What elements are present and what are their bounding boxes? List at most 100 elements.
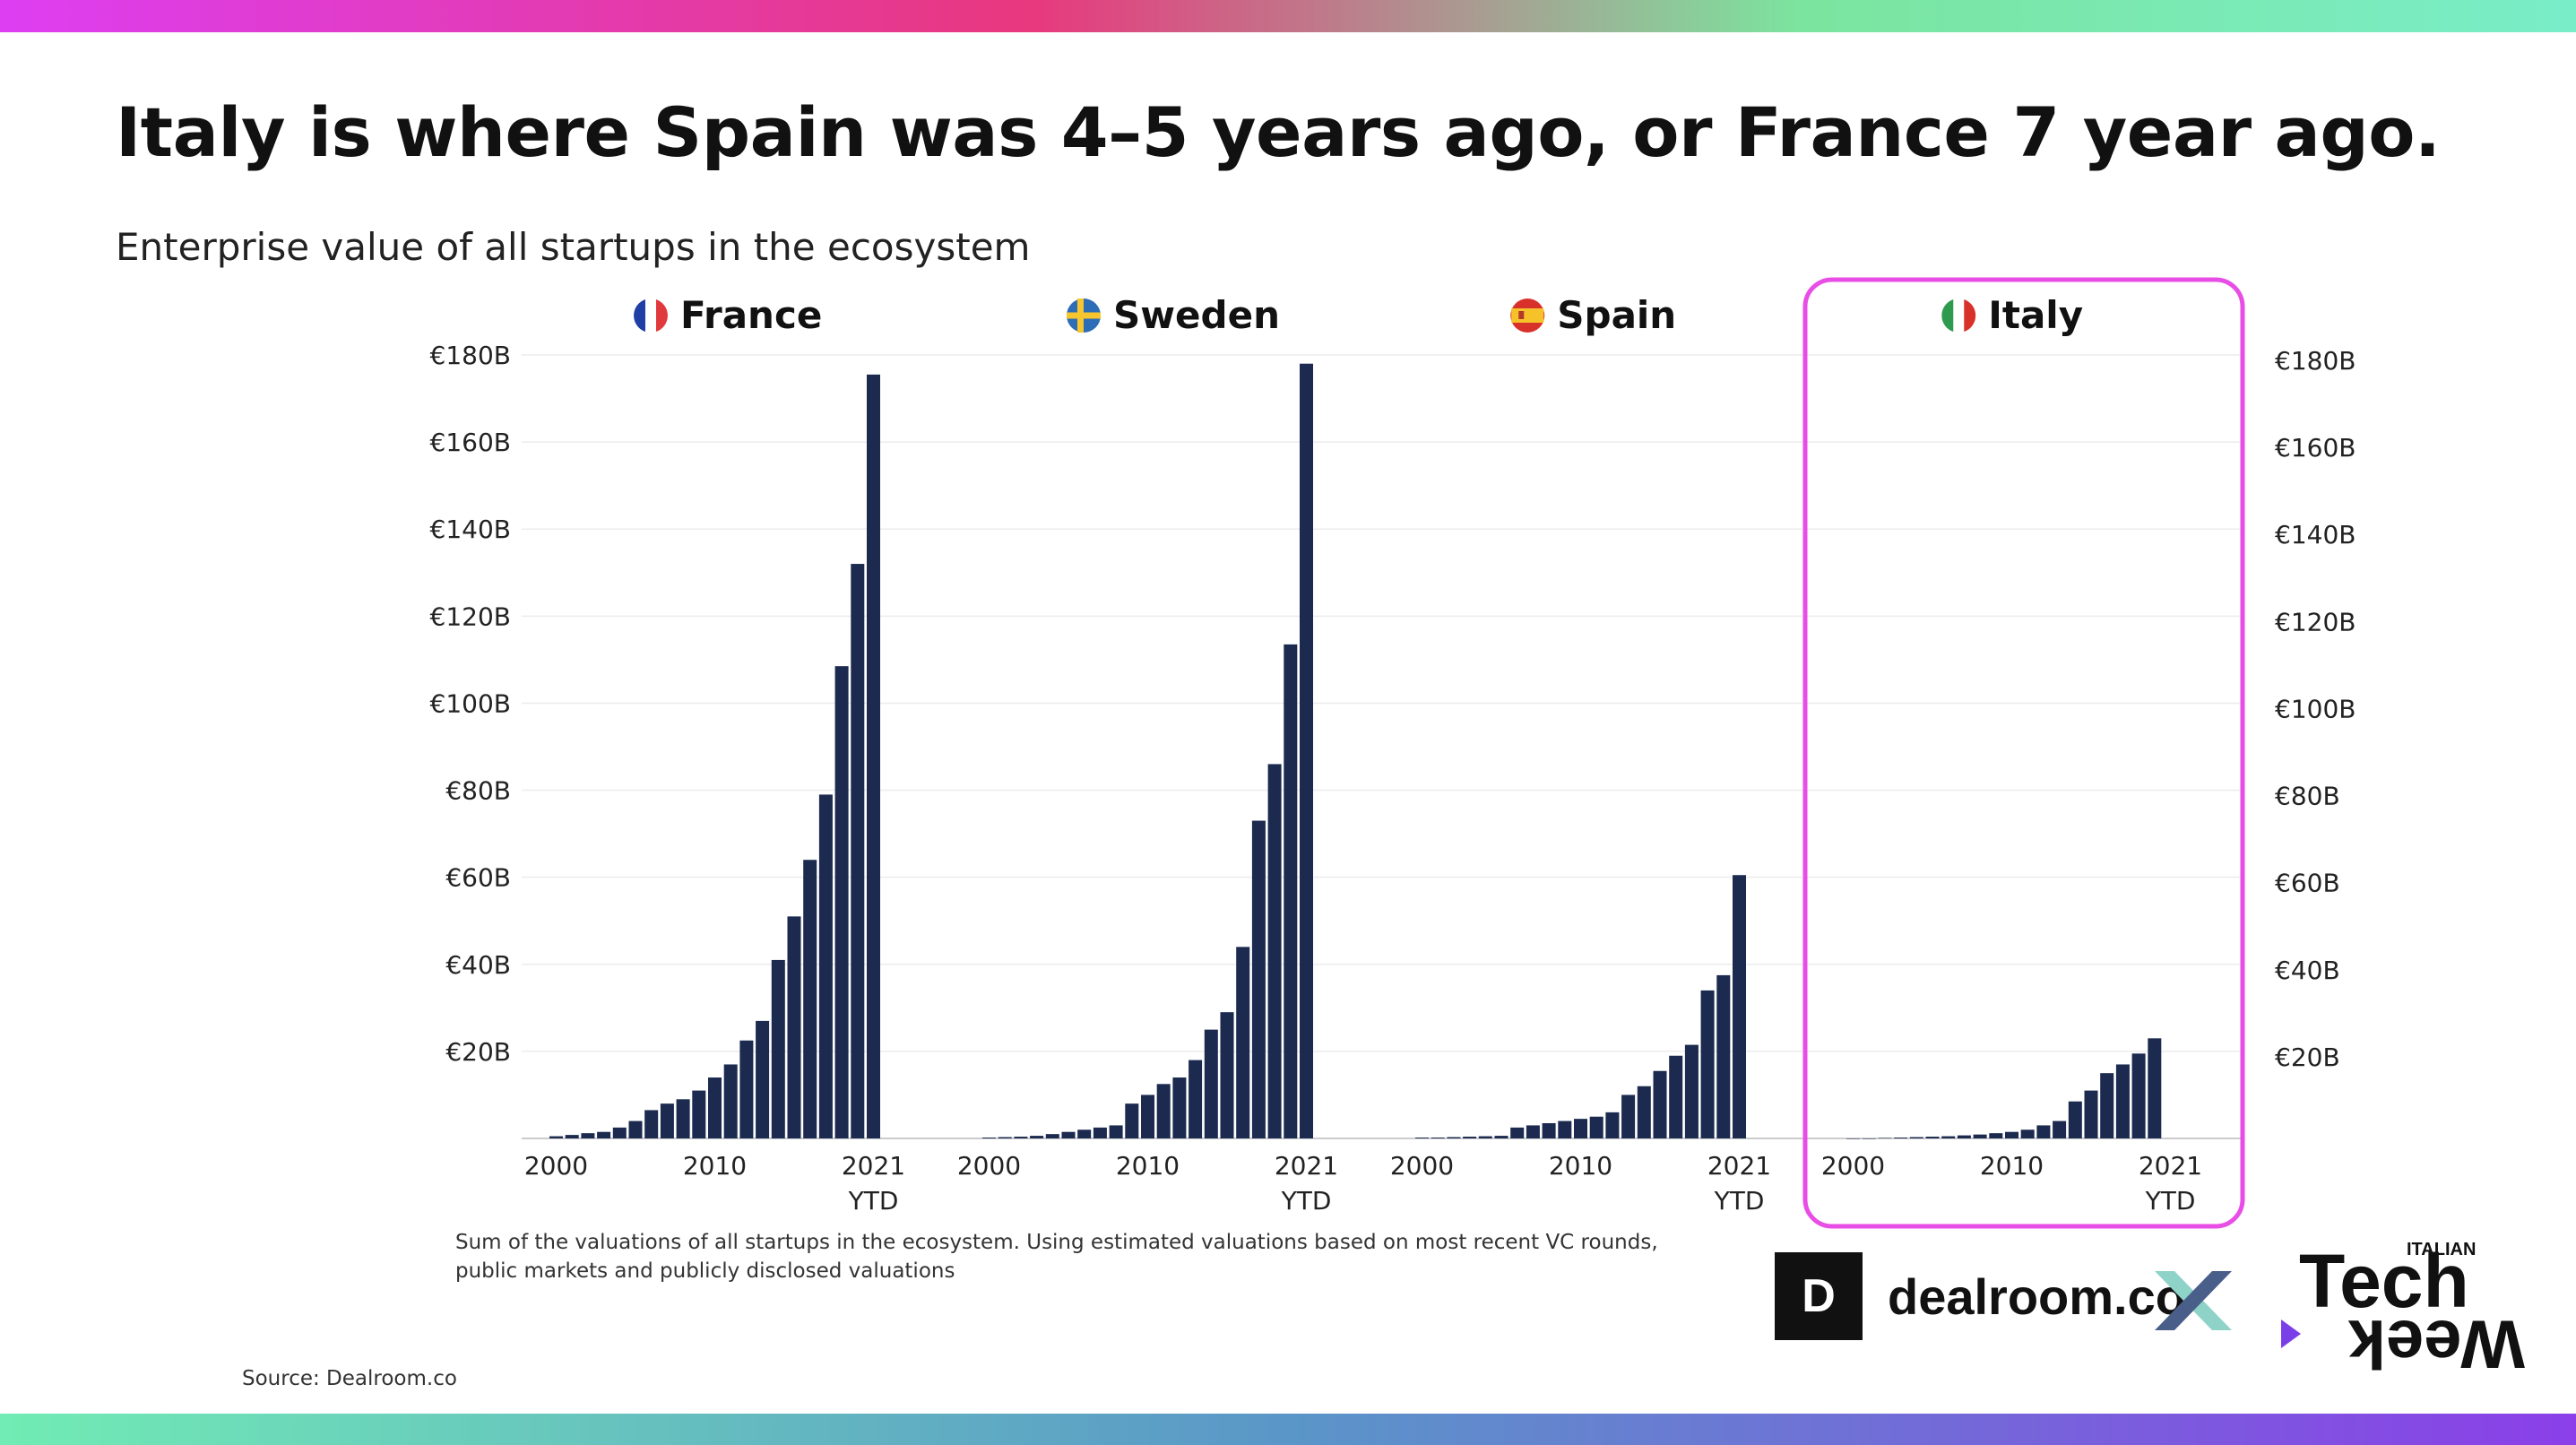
bar-italy-2011	[2020, 1129, 2035, 1138]
bar-spain-2018	[1700, 990, 1715, 1138]
bar-italy-2018	[2131, 1053, 2146, 1138]
itw-week-label: Week	[2347, 1306, 2525, 1371]
bar-france-2016	[803, 860, 817, 1138]
bar-italy-2019	[2148, 1038, 2162, 1138]
itw-accent-icon	[2281, 1320, 2301, 1348]
y-tick-label-right: €100B	[2275, 694, 2356, 723]
bar-spain-2009	[1558, 1121, 1572, 1138]
flag-right-stripe	[656, 299, 668, 332]
itw-tech-label: Tech	[2299, 1239, 2469, 1323]
bar-spain-2007	[1526, 1125, 1540, 1138]
dealroom-wordmark: dealroom.co	[1888, 1268, 2186, 1325]
bar-italy-2008	[1973, 1134, 1987, 1138]
bar-france-2000	[549, 1136, 563, 1138]
bar-france-2001	[565, 1135, 579, 1138]
y-tick-label-right: €120B	[2275, 607, 2356, 636]
x-tick-label: 2021	[842, 1151, 905, 1181]
x-tick-label-ytd: YTD	[1281, 1186, 1332, 1216]
flag-left-stripe	[634, 299, 645, 332]
y-tick-label-left: €100B	[430, 688, 511, 718]
y-tick-label-left: €120B	[430, 601, 511, 631]
bar-sweden-2003	[1030, 1136, 1044, 1138]
bar-sweden-2012	[1172, 1077, 1187, 1138]
bar-france-2015	[787, 916, 801, 1138]
bar-spain-2013	[1621, 1095, 1636, 1138]
bar-spain-2008	[1542, 1123, 1556, 1138]
y-tick-label-right: €40B	[2275, 956, 2340, 985]
bar-spain-2019	[1716, 974, 1731, 1138]
dealroom-logo: D dealroom.co	[1775, 1251, 2186, 1341]
bar-france-2005	[628, 1121, 643, 1138]
bar-italy-2016	[2100, 1073, 2114, 1138]
bar-france-2008	[676, 1099, 690, 1138]
bar-sweden-2020	[1300, 363, 1313, 1138]
bar-france-2006	[644, 1110, 659, 1138]
bar-sweden-2004	[1045, 1134, 1059, 1138]
x-tick-label: 2000	[1821, 1151, 1885, 1181]
x-tick-label-ytd: YTD	[848, 1186, 899, 1216]
y-tick-label-right: €20B	[2275, 1043, 2340, 1072]
bar-spain-2011	[1589, 1116, 1604, 1138]
bar-spain-2014	[1637, 1086, 1651, 1138]
bar-italy-2010	[2005, 1131, 2018, 1138]
y-tick-label-right: €60B	[2275, 869, 2340, 898]
bar-france-2017	[818, 794, 833, 1138]
bar-spain-2012	[1605, 1112, 1620, 1138]
bar-sweden-2018	[1267, 764, 1282, 1138]
page-title: Italy is where Spain was 4–5 years ago, …	[116, 92, 2441, 172]
bar-france-2004	[612, 1127, 627, 1138]
itw-small-label: ITALIAN	[2407, 1240, 2476, 1259]
bar-italy-2013	[2053, 1121, 2067, 1138]
bar-sweden-2014	[1204, 1029, 1218, 1138]
chart-footnote: Sum of the valuations of all startups in…	[455, 1231, 1658, 1283]
bar-france-2019	[851, 564, 865, 1138]
bar-spain-2015	[1653, 1070, 1667, 1138]
bar-sweden-2016	[1236, 947, 1250, 1138]
x-tick-label: 2021	[1707, 1151, 1771, 1181]
panel-title-sweden: Sweden	[1113, 293, 1280, 337]
x-tick-label: 2000	[1390, 1151, 1454, 1181]
italian-tech-week-logo: ITALIAN Tech Week	[2281, 1239, 2525, 1371]
bar-spain-2020	[1733, 875, 1746, 1138]
bar-italy-2015	[2084, 1090, 2098, 1138]
bar-france-2010	[708, 1077, 722, 1138]
x-tick-label: 2010	[1116, 1151, 1180, 1181]
bar-sweden-2019	[1284, 644, 1298, 1138]
chart-subtitle: Enterprise value of all startups in the …	[116, 225, 1031, 269]
x-tick-label: 2010	[683, 1151, 747, 1181]
flag-band	[1511, 308, 1544, 323]
x-tick-label: 2010	[1980, 1151, 2044, 1181]
panel-title-spain: Spain	[1557, 293, 1676, 337]
bar-italy-2001	[1862, 1138, 1876, 1139]
x-tick-label-ytd: YTD	[1714, 1186, 1765, 1216]
bar-italy-2009	[1989, 1133, 2003, 1138]
bar-sweden-2006	[1077, 1129, 1092, 1138]
y-tick-label-right: €140B	[2275, 520, 2356, 549]
bar-france-2012	[739, 1040, 754, 1138]
bar-italy-2014	[2068, 1101, 2082, 1138]
bar-sweden-2008	[1109, 1125, 1123, 1138]
bar-spain-2003	[1463, 1137, 1477, 1138]
bar-italy-2000	[1846, 1138, 1860, 1139]
x-tick-label-ytd: YTD	[2145, 1186, 2196, 1216]
y-tick-label-left: €80B	[445, 776, 511, 806]
x-tick-label: 2000	[524, 1151, 588, 1181]
panel-title-france: France	[680, 293, 822, 337]
bar-italy-2007	[1957, 1135, 1971, 1138]
x-tick-label: 2000	[957, 1151, 1021, 1181]
bar-france-2003	[597, 1131, 611, 1138]
bar-spain-2017	[1684, 1044, 1699, 1138]
y-tick-label-left: €20B	[445, 1037, 511, 1067]
x-tick-label: 2010	[1549, 1151, 1612, 1181]
y-tick-label-left: €160B	[430, 428, 511, 457]
bar-sweden-2011	[1156, 1084, 1171, 1138]
bar-sweden-2017	[1251, 820, 1266, 1138]
bar-sweden-2015	[1220, 1012, 1234, 1138]
bar-spain-2004	[1478, 1136, 1492, 1138]
x-tick-label: 2021	[1275, 1151, 1338, 1181]
y-tick-label-left: €60B	[445, 863, 511, 893]
bar-france-2018	[834, 666, 849, 1138]
bar-spain-2005	[1494, 1136, 1508, 1138]
bar-france-2002	[581, 1133, 595, 1138]
